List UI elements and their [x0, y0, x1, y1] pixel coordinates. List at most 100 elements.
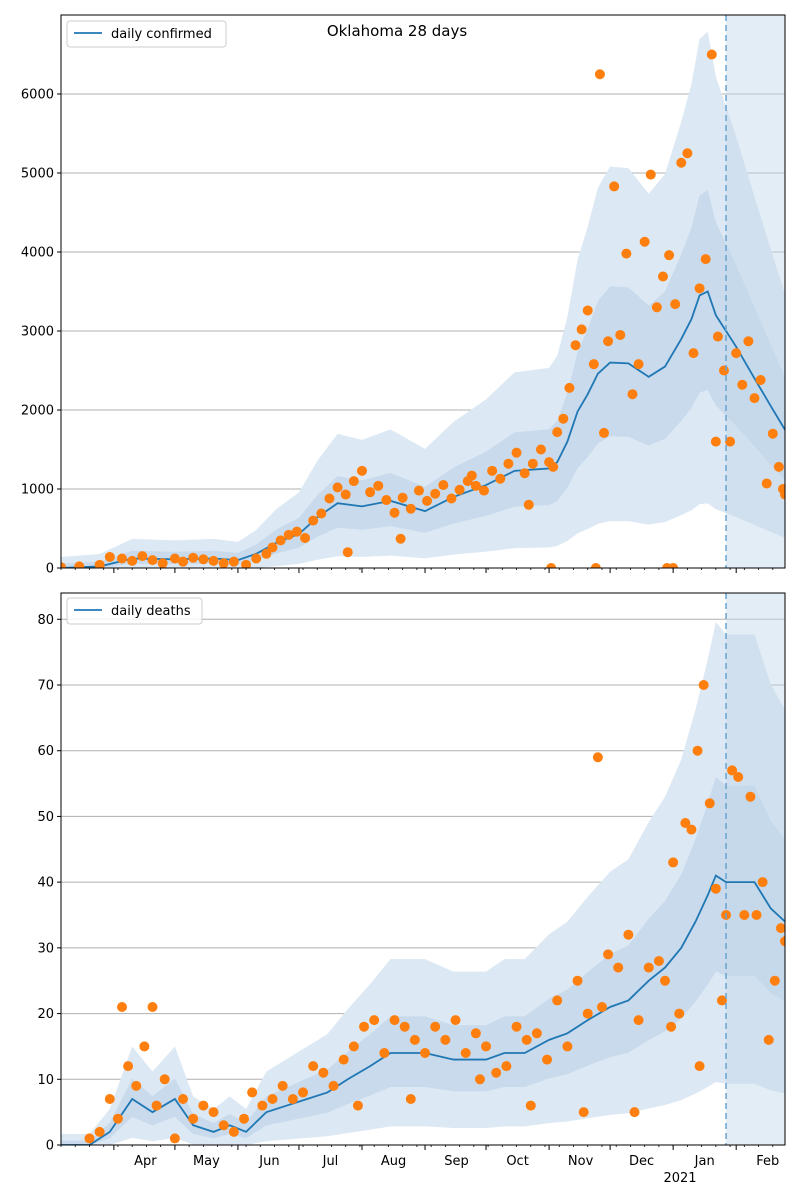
data-point	[405, 1094, 416, 1104]
data-point	[570, 340, 581, 351]
data-point	[359, 1021, 370, 1032]
chart-title: Oklahoma 28 days	[327, 22, 468, 40]
deaths-panel: 0 10 20 30 40 50 60 70 80 Apr May Jun Jul Aug Sep Oct N…	[37, 592, 786, 1186]
data-point	[139, 1041, 150, 1052]
y-tick-label: 4000	[21, 246, 54, 261]
data-point	[332, 482, 343, 493]
data-point	[710, 883, 721, 894]
data-point	[682, 148, 693, 159]
data-point	[645, 169, 656, 180]
data-point	[603, 336, 614, 347]
data-point	[352, 1100, 363, 1111]
data-point	[178, 556, 189, 567]
data-point	[548, 461, 559, 472]
data-point	[324, 493, 335, 504]
confirmed-axes-frame	[60, 14, 786, 569]
confirmed-forecast-shade	[726, 15, 785, 568]
y-tick-label: 30	[37, 941, 54, 956]
data-point	[712, 331, 723, 342]
data-point	[521, 1034, 532, 1045]
data-point	[562, 1041, 573, 1052]
confirmed-points	[61, 49, 785, 568]
data-point	[590, 563, 601, 568]
y-tick-label: 10	[37, 1073, 54, 1088]
data-point	[397, 492, 408, 503]
data-point	[657, 271, 668, 282]
data-point	[466, 470, 477, 481]
x-tick-label: Jul	[322, 1154, 339, 1169]
data-point	[348, 476, 359, 487]
deaths-axes-frame	[60, 592, 786, 1146]
y-tick-label: 50	[37, 810, 54, 825]
x-tick-label: May	[193, 1154, 220, 1169]
data-point	[127, 555, 138, 566]
data-point	[409, 1034, 420, 1045]
data-point	[666, 1021, 677, 1032]
confirmed-x-ticks	[60, 568, 774, 573]
data-point	[653, 956, 664, 966]
x-tick-label: Nov	[568, 1154, 594, 1169]
data-point	[117, 553, 128, 564]
data-point	[777, 484, 785, 494]
data-point	[267, 1094, 278, 1104]
data-point	[316, 508, 327, 519]
data-point	[582, 305, 593, 316]
data-point	[531, 1028, 542, 1039]
data-point	[704, 798, 715, 809]
data-point	[700, 254, 711, 265]
data-point	[737, 379, 748, 390]
data-point	[94, 1126, 105, 1137]
data-point	[487, 465, 498, 476]
confirmed-panel: 0 1000 2000 3000 4000 5000 6000 Oklahoma 28 da…	[21, 14, 786, 577]
data-point	[261, 548, 272, 559]
data-point	[773, 461, 784, 472]
data-point	[188, 1113, 199, 1124]
data-point	[291, 526, 302, 537]
data-point	[137, 551, 148, 562]
data-point	[287, 1094, 298, 1104]
data-point	[739, 910, 750, 920]
data-point	[342, 547, 353, 558]
x-tick-label: Sep	[444, 1154, 469, 1169]
data-point	[123, 1061, 134, 1072]
data-point	[218, 558, 229, 568]
data-point	[251, 553, 262, 564]
data-point	[188, 552, 199, 563]
data-point	[481, 1041, 492, 1052]
data-point	[365, 487, 376, 498]
data-point	[446, 493, 457, 504]
confirmed-y-ticks: 0 1000 2000 3000 4000 5000 6000	[21, 88, 61, 577]
data-point	[112, 1113, 123, 1124]
data-point	[749, 393, 760, 404]
x-tick-label: Feb	[756, 1154, 779, 1169]
data-point	[680, 818, 691, 828]
data-point	[546, 563, 557, 568]
deaths-forecast-shade	[726, 593, 785, 1145]
data-point	[373, 480, 384, 491]
data-point	[615, 329, 626, 340]
data-point	[733, 772, 744, 782]
confirmed-legend-label: daily confirmed	[111, 27, 212, 42]
data-point	[609, 181, 620, 192]
data-point	[664, 250, 675, 261]
data-point	[542, 1054, 553, 1065]
data-point	[588, 359, 599, 370]
data-point	[633, 1015, 644, 1026]
data-point	[422, 495, 433, 506]
data-point	[576, 324, 587, 335]
data-point	[572, 975, 583, 986]
data-point	[716, 995, 727, 1006]
data-point	[460, 1048, 471, 1058]
y-tick-label: 70	[37, 679, 54, 694]
data-point	[420, 1048, 431, 1058]
data-point	[413, 485, 424, 496]
data-point	[283, 529, 294, 540]
data-point	[613, 962, 624, 973]
data-point	[338, 1054, 349, 1065]
data-point	[300, 532, 311, 543]
data-point	[725, 436, 736, 447]
x-tick-label: Apr	[134, 1154, 157, 1169]
data-point	[241, 559, 252, 568]
data-point	[694, 1061, 705, 1072]
data-point	[438, 480, 449, 491]
